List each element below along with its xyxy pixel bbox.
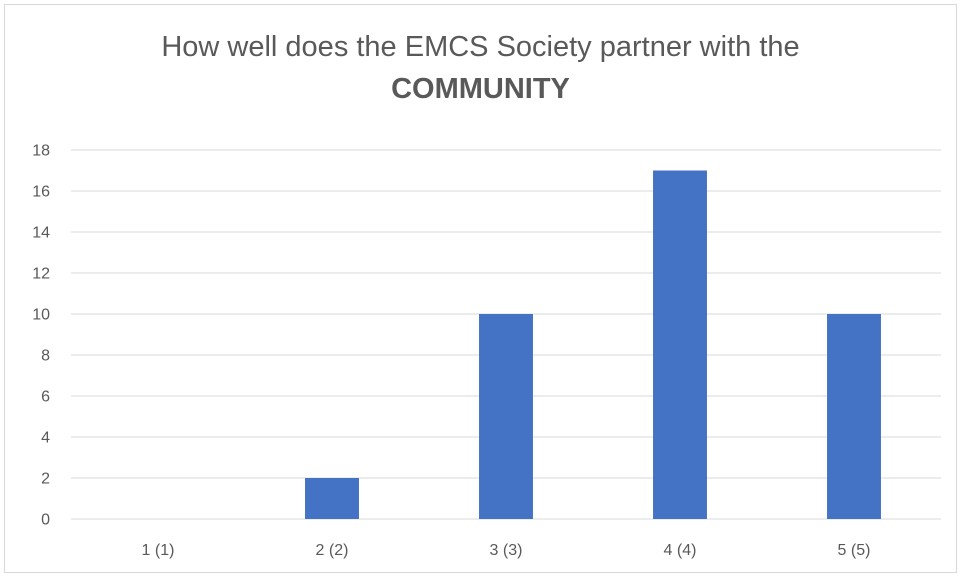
- chart-title-line1: How well does the EMCS Society partner w…: [161, 31, 800, 63]
- x-tick-label: 3 (3): [490, 542, 523, 559]
- x-tick-label: 4 (4): [664, 542, 697, 559]
- y-tick-label: 8: [41, 348, 50, 365]
- y-tick-label: 0: [41, 512, 50, 529]
- x-tick-label: 2 (2): [316, 542, 349, 559]
- y-tick-label: 18: [32, 143, 50, 160]
- bar: [479, 314, 533, 519]
- bar: [305, 478, 359, 519]
- bars: [305, 170, 881, 519]
- axes: 0 2 4 6 8 10 12 14 16 18 1 (1) 2 (2) 3 (3) 4 (4) 5 (5): [32, 143, 870, 560]
- y-tick-label: 2: [41, 471, 50, 488]
- bar: [827, 314, 881, 519]
- y-tick-label: 4: [41, 430, 50, 447]
- y-tick-label: 14: [32, 225, 50, 242]
- y-tick-label: 6: [41, 389, 50, 406]
- x-tick-label: 1 (1): [142, 542, 175, 559]
- chart-title: How well does the EMCS Society partner w…: [0, 26, 961, 110]
- y-tick-label: 10: [32, 307, 50, 324]
- chart-title-bold: COMMUNITY: [391, 73, 570, 105]
- bar: [653, 170, 707, 519]
- y-tick-label: 12: [32, 266, 50, 283]
- y-tick-label: 16: [32, 184, 50, 201]
- x-tick-label: 5 (5): [838, 542, 871, 559]
